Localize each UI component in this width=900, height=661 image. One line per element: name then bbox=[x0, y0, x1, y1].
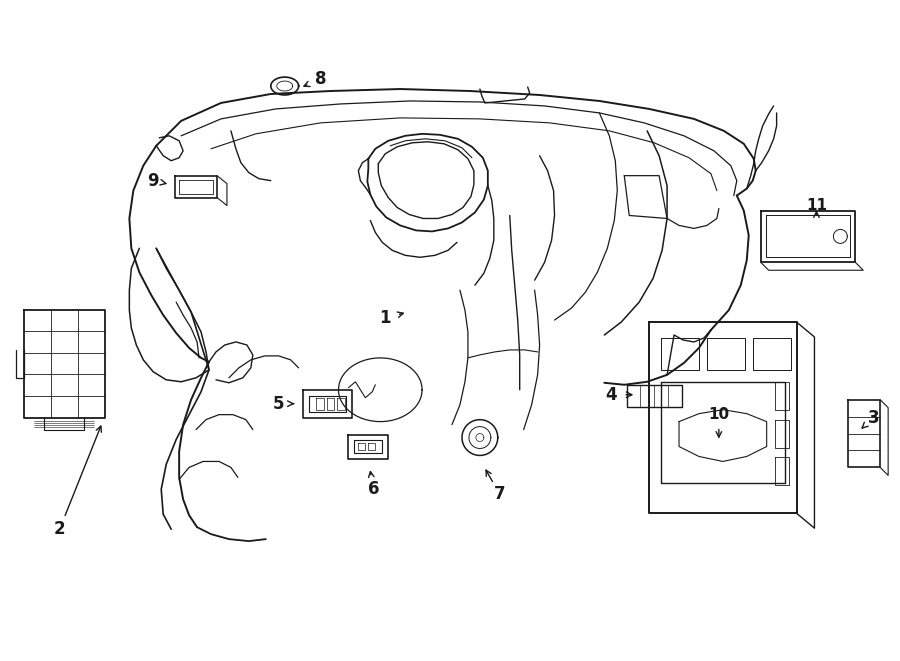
Text: 10: 10 bbox=[708, 407, 729, 422]
Text: 7: 7 bbox=[494, 485, 506, 503]
Text: 3: 3 bbox=[868, 408, 879, 426]
Text: 9: 9 bbox=[148, 172, 159, 190]
Text: 11: 11 bbox=[806, 198, 827, 213]
Text: 6: 6 bbox=[367, 481, 379, 498]
Text: 5: 5 bbox=[273, 395, 284, 412]
Text: 2: 2 bbox=[54, 520, 66, 538]
Text: 1: 1 bbox=[380, 309, 391, 327]
Text: 4: 4 bbox=[606, 386, 617, 404]
Text: 8: 8 bbox=[315, 70, 327, 88]
